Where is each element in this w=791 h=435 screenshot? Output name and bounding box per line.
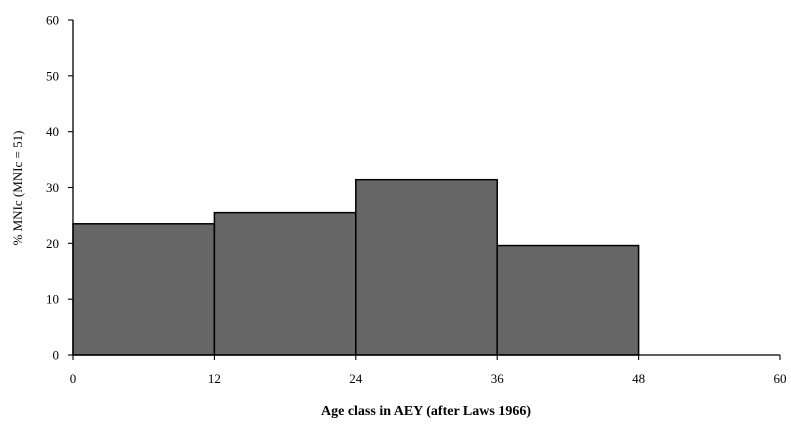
x-tick-label: 36	[491, 371, 505, 386]
y-tick-label: 30	[46, 180, 59, 195]
y-tick-label: 40	[46, 124, 59, 139]
y-tick-label: 50	[46, 68, 59, 83]
x-tick-label: 0	[70, 371, 77, 386]
y-tick-label: 0	[53, 348, 60, 363]
y-axis-label: % MNIc (MNIc = 51)	[10, 131, 25, 246]
y-tick-label: 60	[46, 13, 59, 28]
bar-24-36	[355, 178, 498, 356]
bar-12-24	[213, 211, 357, 356]
bars-group	[72, 178, 640, 356]
y-axis-ticks: 0 10 20 30 40 50 60	[46, 13, 73, 363]
x-tick-label: 12	[208, 371, 221, 386]
x-axis-ticks: 0 12 24 36 48 60	[70, 355, 787, 386]
y-tick-label: 10	[46, 292, 59, 307]
bar-36-48	[496, 244, 640, 356]
x-tick-label: 24	[349, 371, 363, 386]
x-axis-label: Age class in AEY (after Laws 1966)	[321, 404, 531, 419]
x-tick-label: 48	[632, 371, 645, 386]
bar-0-12	[72, 223, 216, 356]
y-tick-label: 20	[46, 236, 59, 251]
x-tick-label: 60	[774, 371, 787, 386]
